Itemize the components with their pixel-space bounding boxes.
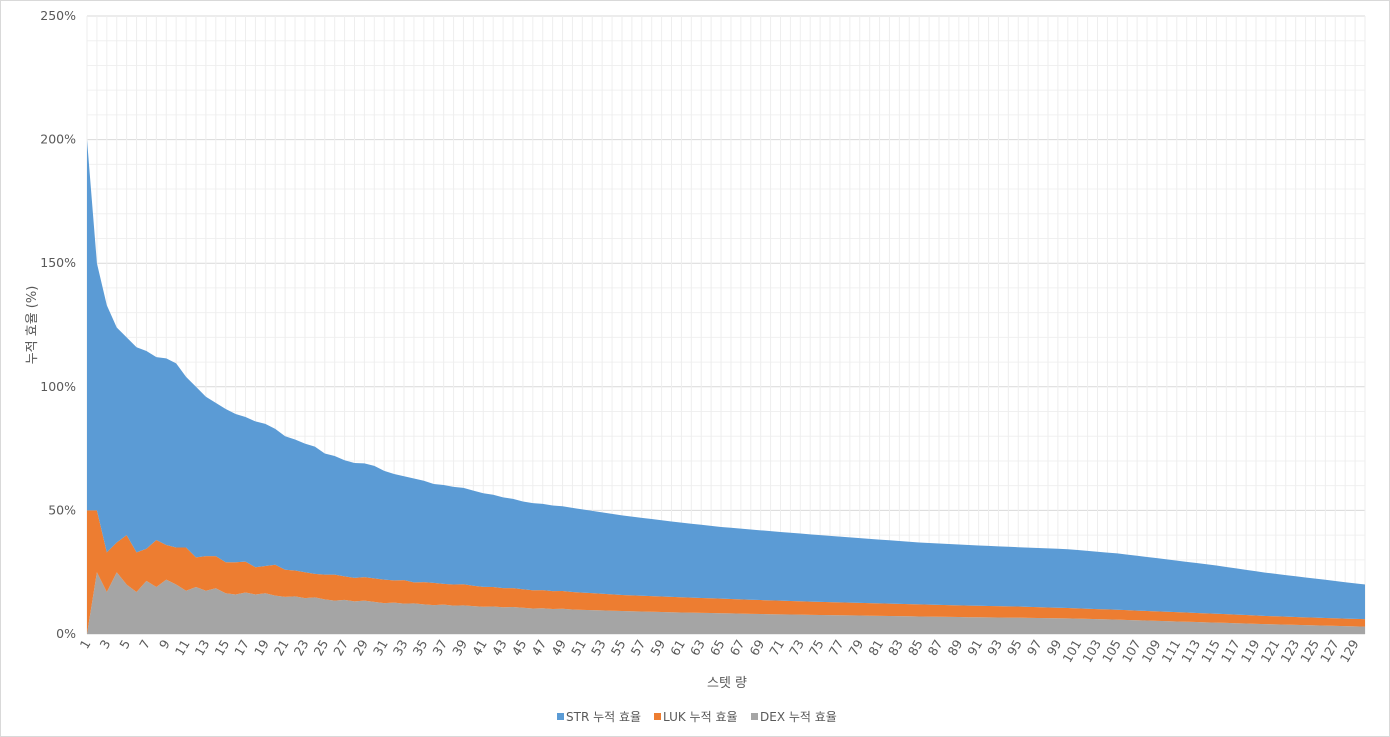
x-tick-label: 31 [370, 637, 391, 658]
x-tick-label: 99 [1044, 637, 1065, 658]
x-tick-label: 85 [905, 637, 926, 658]
x-tick-label: 111 [1158, 637, 1183, 665]
x-tick-label: 107 [1119, 637, 1144, 665]
x-tick-label: 89 [944, 637, 965, 658]
x-tick-label: 29 [350, 637, 371, 658]
x-tick-label: 71 [766, 637, 787, 658]
x-tick-label: 97 [1024, 637, 1045, 658]
x-tick-label: 43 [489, 637, 510, 658]
y-tick-label: 250% [40, 8, 76, 23]
x-tick-label: 19 [251, 637, 272, 658]
x-tick-label: 11 [172, 637, 193, 658]
x-tick-label: 27 [330, 637, 351, 658]
x-tick-label: 1 [77, 637, 94, 651]
x-tick-label: 121 [1258, 637, 1283, 665]
x-tick-label: 21 [271, 637, 292, 658]
x-tick-label: 63 [687, 637, 708, 658]
x-tick-label: 41 [469, 637, 490, 658]
x-tick-label: 33 [390, 637, 411, 658]
x-tick-label: 7 [136, 637, 153, 651]
x-tick-label: 87 [925, 637, 946, 658]
x-tick-label: 127 [1317, 637, 1342, 665]
x-tick-label: 25 [310, 637, 331, 658]
x-tick-label: 91 [964, 637, 985, 658]
x-tick-label: 83 [885, 637, 906, 658]
area-luk [87, 510, 1365, 634]
x-tick-label: 113 [1178, 637, 1203, 665]
x-tick-label: 17 [231, 637, 252, 658]
area-series [87, 139, 1365, 634]
x-tick-label: 45 [509, 637, 530, 658]
x-tick-label: 51 [568, 637, 589, 658]
x-tick-label: 105 [1099, 637, 1124, 665]
area-dex [87, 572, 1365, 634]
x-tick-label: 69 [746, 637, 767, 658]
x-tick-label: 117 [1218, 637, 1243, 665]
x-tick-label: 77 [826, 637, 847, 658]
x-tick-label: 67 [727, 637, 748, 658]
x-tick-label: 35 [409, 637, 430, 658]
x-tick-label: 65 [707, 637, 728, 658]
gridlines [86, 15, 1366, 635]
x-tick-label: 101 [1059, 637, 1084, 665]
y-tick-label: 150% [40, 255, 76, 270]
x-tick-label: 37 [429, 637, 450, 658]
x-tick-label: 103 [1079, 637, 1104, 665]
y-axis-tick-labels: 0% 50% 100% 150% 200% 250% [40, 8, 76, 641]
x-tick-label: 125 [1297, 637, 1322, 665]
x-tick-label: 49 [548, 637, 569, 658]
x-tick-label: 55 [608, 637, 629, 658]
legend-label-dex: DEX 누적 효율 [760, 710, 837, 724]
x-tick-label: 109 [1139, 637, 1164, 665]
y-tick-label: 50% [48, 502, 76, 517]
legend-label-luk: LUK 누적 효율 [663, 710, 738, 724]
x-axis-title: 스텟 량 [707, 676, 747, 691]
x-tick-label: 53 [588, 637, 609, 658]
x-tick-label: 119 [1238, 637, 1263, 665]
x-tick-label: 3 [96, 637, 113, 651]
legend-swatch-dex [751, 713, 758, 720]
y-axis-title: 누적 효율 (%) [25, 286, 40, 365]
x-tick-label: 59 [647, 637, 668, 658]
x-tick-label: 129 [1337, 637, 1362, 665]
legend-swatch-str [557, 713, 564, 720]
y-tick-label: 0% [56, 626, 76, 641]
y-tick-label: 100% [40, 379, 76, 394]
x-tick-label: 123 [1277, 637, 1302, 665]
x-tick-label: 23 [291, 637, 312, 658]
y-tick-label: 200% [40, 132, 76, 147]
legend-label-str: STR 누적 효율 [566, 710, 641, 724]
x-tick-label: 13 [192, 637, 213, 658]
x-tick-label: 15 [211, 637, 232, 658]
x-tick-label: 81 [865, 637, 886, 658]
legend: STR 누적 효율 LUK 누적 효율 DEX 누적 효율 [557, 710, 837, 724]
legend-swatch-luk [654, 713, 661, 720]
x-tick-label: 39 [449, 637, 470, 658]
x-tick-label: 73 [786, 637, 807, 658]
x-tick-label: 5 [116, 637, 133, 651]
x-tick-label: 57 [627, 637, 648, 658]
x-tick-label: 115 [1198, 637, 1223, 665]
x-tick-label: 9 [156, 637, 173, 651]
x-axis-tick-labels: 1 3 5 7 911131517192123252729313335373941434… [77, 637, 1362, 665]
x-tick-label: 79 [845, 637, 866, 658]
x-tick-label: 61 [667, 637, 688, 658]
x-tick-label: 47 [528, 637, 549, 658]
x-tick-label: 93 [984, 637, 1005, 658]
x-tick-label: 95 [1004, 637, 1025, 658]
area-str [87, 139, 1365, 620]
x-tick-label: 75 [806, 637, 827, 658]
